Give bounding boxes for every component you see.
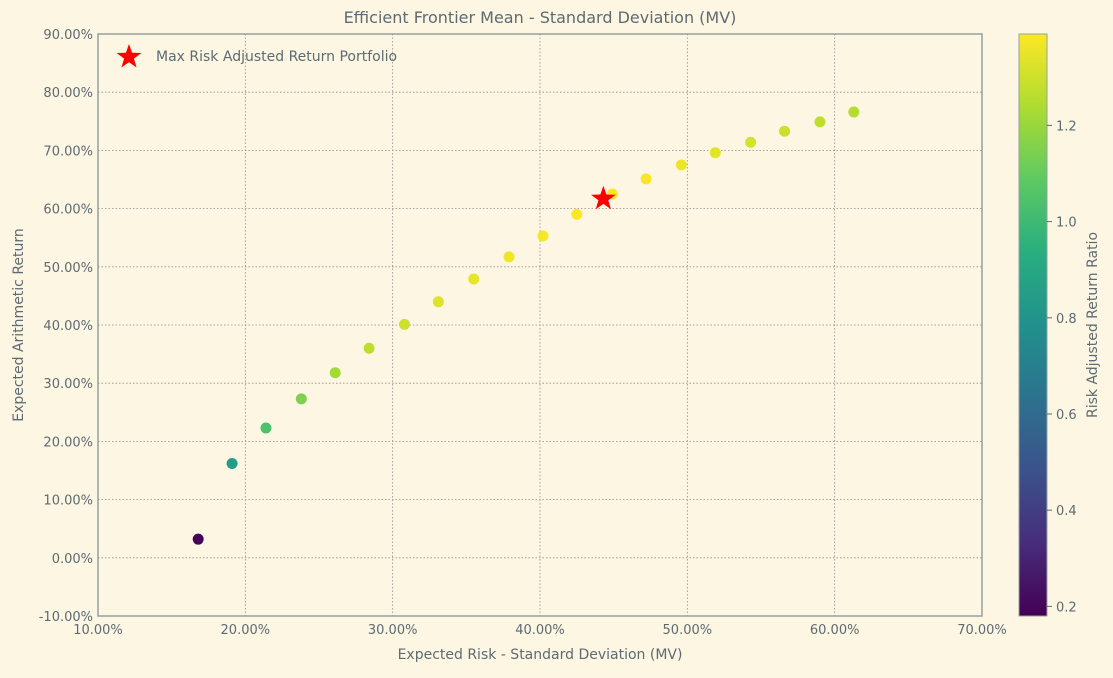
scatter-point (779, 125, 791, 137)
colorbar-ticks: 0.2 0.4 0.6 0.8 1.0 1.2 (1047, 119, 1077, 615)
x-tick-label: 70.00% (957, 623, 1007, 638)
scatter-point (398, 318, 410, 330)
colorbar-tick-label: 1.0 (1056, 216, 1077, 231)
x-axis-label: Expected Risk - Standard Deviation (MV) (398, 647, 683, 663)
tick-labels: 10.00% 20.00% 30.00% 40.00% 50.00% 60.00% 70.0… (39, 28, 1007, 638)
y-tick-label: 20.00% (43, 435, 93, 450)
max-risk-adjusted-star (591, 185, 616, 210)
scatter-point (745, 136, 757, 148)
scatter-point (432, 296, 444, 308)
x-tick-label: 60.00% (810, 623, 860, 638)
star-icon (116, 44, 142, 68)
scatter-point (571, 208, 583, 220)
y-tick-label: 40.00% (43, 319, 93, 334)
grid-lines (98, 34, 982, 616)
scatter-point (848, 106, 860, 118)
y-tick-label: 60.00% (43, 203, 93, 218)
y-tick-label: 0.00% (52, 552, 93, 567)
chart-title: Efficient Frontier Mean - Standard Devia… (344, 8, 737, 27)
colorbar-gradient (1018, 33, 1048, 617)
colorbar-tick-label: 0.4 (1056, 504, 1077, 519)
x-tick-label: 10.00% (73, 623, 123, 638)
colorbar: 0.2 0.4 0.6 0.8 1.0 1.2 Risk Adjusted Return … (1018, 33, 1101, 617)
x-tick-label: 30.00% (368, 623, 418, 638)
x-tick-label: 20.00% (221, 623, 271, 638)
scatter-point (363, 342, 375, 354)
legend: Max Risk Adjusted Return Portfolio (116, 44, 397, 68)
colorbar-tick-label: 0.6 (1056, 408, 1077, 423)
scatter-point (192, 533, 204, 545)
y-tick-label: -10.00% (39, 610, 93, 625)
y-tick-label: 50.00% (43, 261, 93, 276)
y-tick-label: 30.00% (43, 377, 93, 392)
colorbar-label: Risk Adjusted Return Ratio (1085, 232, 1101, 418)
scatter-point (468, 273, 480, 285)
y-tick-label: 90.00% (43, 28, 93, 43)
y-tick-label: 70.00% (43, 144, 93, 159)
scatter-point (537, 230, 549, 242)
y-axis-label: Expected Arithmetic Return (11, 228, 27, 422)
scatter-point (329, 367, 341, 379)
colorbar-tick-label: 0.2 (1056, 600, 1077, 615)
scatter-point (295, 393, 307, 405)
x-tick-label: 50.00% (663, 623, 713, 638)
legend-label: Max Risk Adjusted Return Portfolio (156, 49, 397, 65)
plot-frame (97, 33, 983, 617)
x-tick-label: 40.00% (515, 623, 565, 638)
scatter-point (640, 173, 652, 185)
highlight-layer (591, 185, 616, 210)
y-tick-label: 10.00% (43, 494, 93, 509)
colorbar-tick-label: 1.2 (1056, 119, 1077, 134)
scatter-point (709, 147, 721, 159)
y-tick-label: 80.00% (43, 86, 93, 101)
scatter-point (260, 422, 272, 434)
scatter-point (226, 458, 238, 470)
scatter-point (675, 159, 687, 171)
data-points (192, 106, 860, 545)
scatter-point (503, 251, 515, 263)
scatter-point (814, 116, 826, 128)
colorbar-tick-label: 0.8 (1056, 312, 1077, 327)
